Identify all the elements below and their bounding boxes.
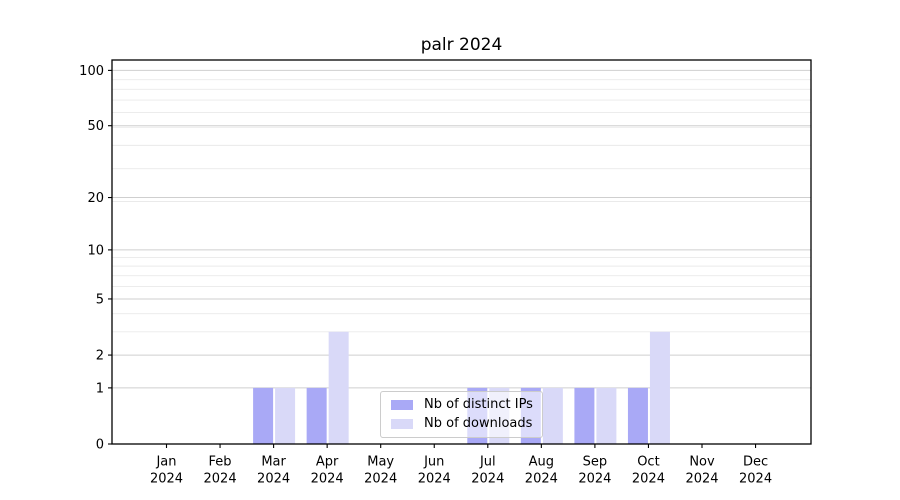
x-tick-label: Aug 2024 — [525, 455, 558, 487]
x-tick-label: Sep 2024 — [578, 455, 611, 487]
legend: Nb of distinct IPs Nb of downloads — [380, 391, 543, 438]
x-tick-label: Apr 2024 — [311, 455, 344, 487]
legend-swatch-distinct-ips — [391, 399, 413, 410]
legend-label-downloads: Nb of downloads — [424, 416, 533, 431]
legend-swatch-downloads — [391, 418, 413, 429]
legend-item-downloads: Nb of downloads — [391, 416, 533, 431]
legend-label-distinct-ips: Nb of distinct IPs — [424, 397, 533, 412]
y-tick-label: 10 — [87, 243, 104, 258]
x-tick-label: Feb 2024 — [204, 455, 237, 487]
bar-distinct-ips-oct — [627, 387, 648, 444]
x-tick-label: Jul 2024 — [471, 455, 504, 487]
y-tick-label: 100 — [79, 64, 104, 79]
y-tick-label: 5 — [96, 292, 104, 307]
y-tick-label: 1 — [96, 381, 104, 396]
x-tick-label: Nov 2024 — [685, 455, 718, 487]
x-tick-label: Mar 2024 — [257, 455, 290, 487]
bar-downloads-aug — [542, 387, 563, 444]
bar-distinct-ips-sep — [574, 387, 595, 444]
y-tick-label: 2 — [96, 349, 104, 364]
bar-downloads-apr — [328, 331, 349, 444]
x-tick-label: Jan 2024 — [150, 455, 183, 487]
y-tick-label: 50 — [87, 119, 104, 134]
plot-border — [111, 59, 812, 445]
bar-downloads-sep — [596, 387, 617, 444]
bar-downloads-oct — [649, 331, 670, 444]
bar-downloads-mar — [275, 387, 296, 444]
chart-title: palr 2024 — [420, 35, 503, 55]
x-tick-label: Dec 2024 — [739, 455, 772, 487]
bar-distinct-ips-mar — [253, 387, 274, 444]
bar-distinct-ips-apr — [306, 387, 327, 444]
x-tick-label: Jun 2024 — [418, 455, 451, 487]
y-tick-label: 20 — [87, 191, 104, 206]
legend-item-distinct-ips: Nb of distinct IPs — [391, 397, 533, 412]
x-tick-label: May 2024 — [364, 455, 397, 487]
x-tick-label: Oct 2024 — [632, 455, 665, 487]
y-tick-label: 0 — [96, 438, 104, 453]
